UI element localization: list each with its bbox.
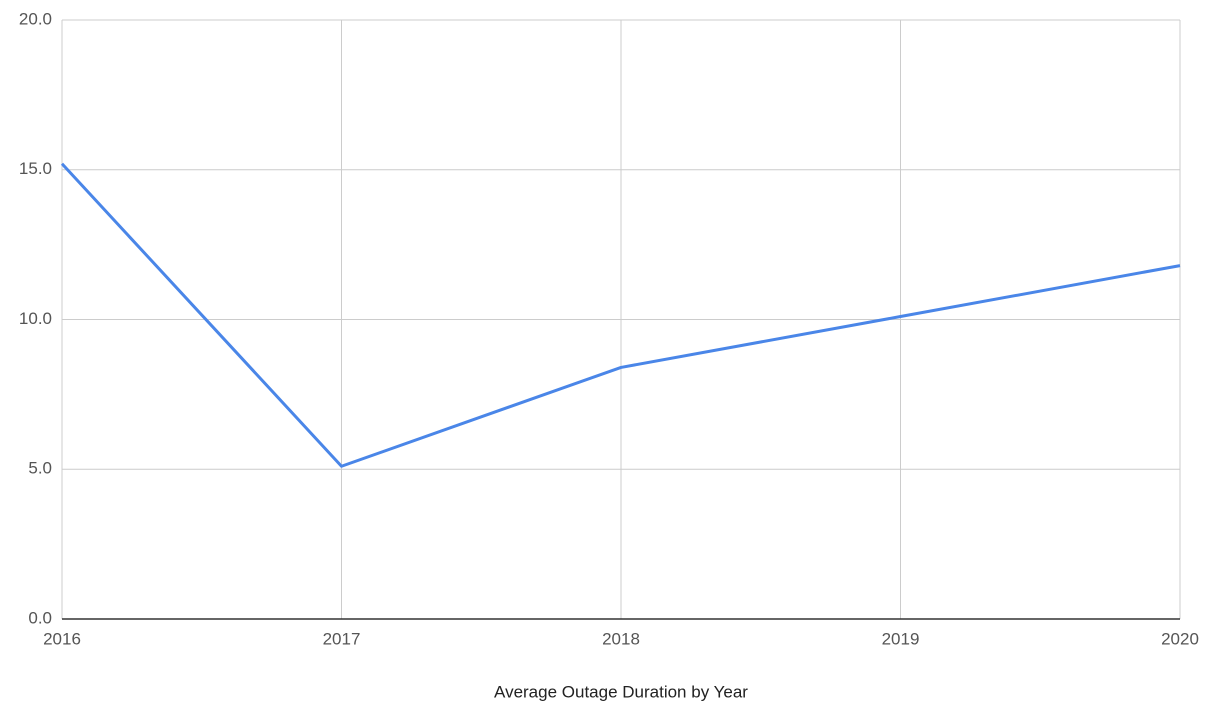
- x-axis-title: Average Outage Duration by Year: [494, 682, 748, 701]
- y-tick-label: 0.0: [28, 608, 52, 627]
- y-tick-label: 15.0: [19, 159, 52, 178]
- x-tick-label: 2019: [882, 629, 920, 648]
- data-line: [60, 162, 1181, 468]
- x-tick-label: 2020: [1161, 629, 1199, 648]
- x-tick-label: 2018: [602, 629, 640, 648]
- y-tick-label: 10.0: [19, 309, 52, 328]
- y-tick-label: 5.0: [28, 459, 52, 478]
- x-tick-label: 2016: [43, 629, 81, 648]
- y-tick-label: 20.0: [19, 9, 52, 28]
- x-tick-label: 2017: [323, 629, 361, 648]
